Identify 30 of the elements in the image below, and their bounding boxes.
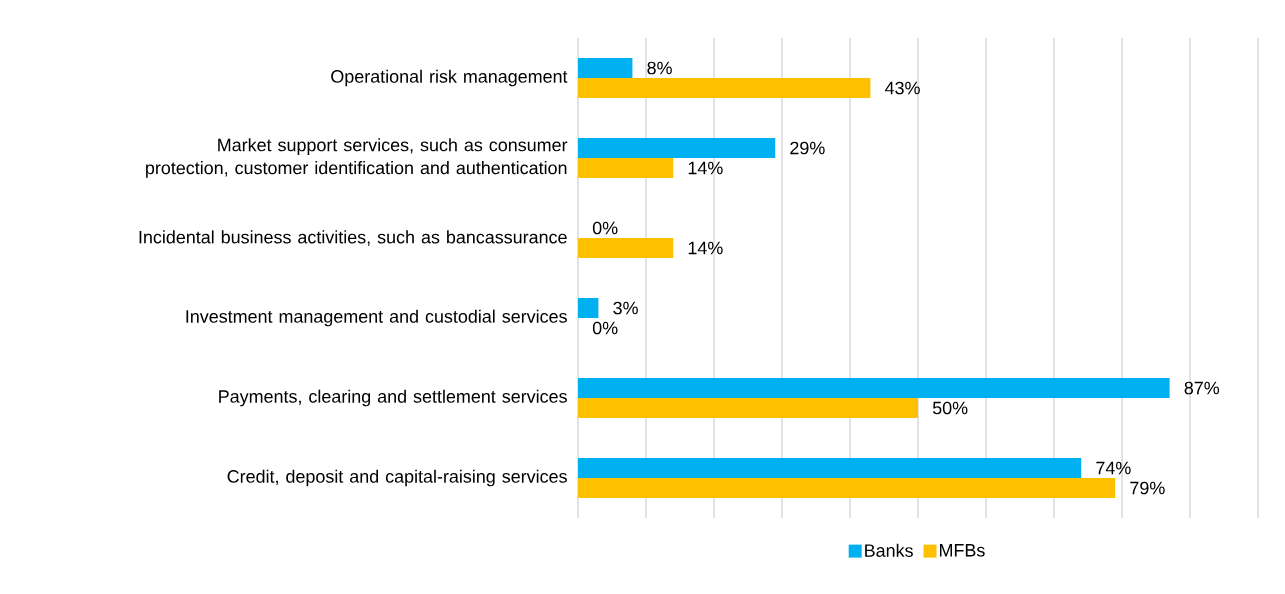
data-label: 8%: [647, 61, 672, 75]
bar: [578, 237, 674, 258]
data-label: 74%: [1096, 461, 1131, 475]
y-tick-label: Incidental business activities, such as bancassurance: [139, 230, 567, 246]
data-label: 14%: [688, 241, 723, 255]
bar: [578, 377, 1170, 398]
y-tick-label: Credit, deposit and capital-raising services: [227, 469, 567, 487]
data-label: 43%: [885, 81, 920, 95]
bar: [578, 77, 871, 98]
bar: [578, 477, 1116, 498]
y-tick-label: Market support services, such as consumer protection, customer identification and authentication: [146, 138, 568, 178]
bar: [578, 297, 599, 318]
y-tick-label: Payments, clearing and settlement services: [219, 389, 567, 407]
bar: [578, 457, 1082, 478]
bar: [578, 157, 674, 178]
legend-label: Banks: [865, 543, 913, 557]
y-tick-label: Investment management and custodial services: [186, 309, 567, 327]
data-label: 79%: [1130, 481, 1165, 495]
bar: [578, 397, 919, 418]
data-label: 87%: [1184, 381, 1220, 395]
data-label: 3%: [613, 301, 638, 315]
y-tick-label: Operational risk management: [331, 69, 568, 87]
data-label: 0%: [592, 221, 618, 235]
data-label: 50%: [932, 401, 968, 415]
bar: [578, 137, 776, 158]
legend-label: MFBs: [939, 544, 985, 557]
data-label: 14%: [688, 161, 723, 175]
data-label: 0%: [592, 321, 618, 335]
data-label: 29%: [790, 141, 825, 155]
bar: [578, 57, 633, 78]
